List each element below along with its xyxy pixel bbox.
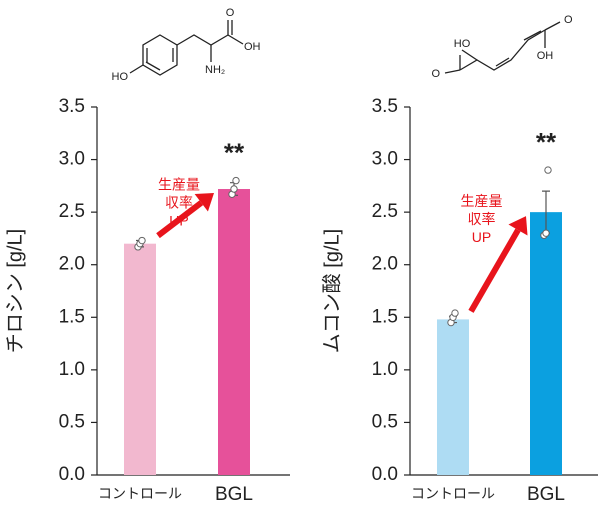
y-axis-label: チロシン [g/L] <box>4 229 26 353</box>
data-point <box>544 166 552 174</box>
annotation: UP <box>472 229 491 245</box>
x-tick-label: コントロール <box>411 486 495 502</box>
atom-label: O <box>226 7 235 19</box>
ring <box>142 34 178 76</box>
y-tick-label: 0.0 <box>59 464 85 485</box>
bond <box>495 57 510 67</box>
data-point <box>138 236 146 245</box>
atom-label: O <box>564 14 573 26</box>
y-tick-label: 2.5 <box>372 201 398 222</box>
annotation: 生産量 <box>461 193 503 209</box>
y-tick-label: 0.5 <box>59 411 85 432</box>
bond <box>523 30 542 41</box>
bond <box>544 21 561 31</box>
annotation: 収率 <box>165 195 193 211</box>
x-tick-label: コントロール <box>98 486 182 502</box>
y-tick-label: 1.5 <box>59 306 85 327</box>
y-tick-label: 3.5 <box>372 96 398 117</box>
bond <box>145 61 161 71</box>
atom-label: HO <box>112 71 129 83</box>
atom-label: OH <box>244 41 261 53</box>
significance: ** <box>224 137 245 167</box>
y-tick-label: 2.5 <box>59 201 85 222</box>
atom-label: NH₂ <box>205 64 225 76</box>
arrow-shaft <box>156 200 204 239</box>
arrow-shaft <box>468 228 521 313</box>
atom-label: HO <box>454 38 471 50</box>
y-tick-label: 3.0 <box>372 149 398 170</box>
atom-label: O <box>431 68 440 80</box>
y-tick-label: 1.5 <box>372 306 398 327</box>
data-point <box>542 229 550 237</box>
tyrosine-structure: O OH HO NH₂ <box>112 7 261 83</box>
y-tick-label: 2.0 <box>59 254 85 275</box>
bond <box>444 69 461 74</box>
bond <box>461 49 478 61</box>
y-tick-label: 3.0 <box>59 149 85 170</box>
y-axis-label: ムコン酸 [g/L] <box>320 229 343 353</box>
bar <box>530 212 562 475</box>
bond <box>227 34 244 45</box>
annotation: 収率 <box>468 211 496 227</box>
data-point <box>232 176 240 185</box>
muconic-structure: O HO OH O <box>431 14 573 80</box>
bar <box>124 243 156 475</box>
annotation: UP <box>169 213 188 229</box>
x-tick-label: BGL <box>215 484 253 505</box>
data-point <box>230 185 238 193</box>
y-tick-label: 1.0 <box>59 359 85 380</box>
y-tick-label: 3.5 <box>59 96 85 117</box>
y-tick-label: 0.0 <box>372 464 398 485</box>
arrow-head <box>508 216 528 236</box>
arrow-head <box>194 193 214 212</box>
data-point <box>451 309 459 317</box>
y-tick-label: 0.5 <box>372 411 398 432</box>
chain <box>176 34 229 46</box>
y-tick-label: 2.0 <box>372 254 398 275</box>
bond <box>129 64 144 74</box>
x-tick-label: BGL <box>527 484 565 505</box>
atom-label: OH <box>537 50 554 62</box>
bar <box>218 189 250 476</box>
chain <box>459 29 546 71</box>
annotation: 生産量 <box>158 177 200 193</box>
bar <box>437 319 469 475</box>
y-tick-label: 1.0 <box>372 359 398 380</box>
significance: ** <box>536 127 557 157</box>
